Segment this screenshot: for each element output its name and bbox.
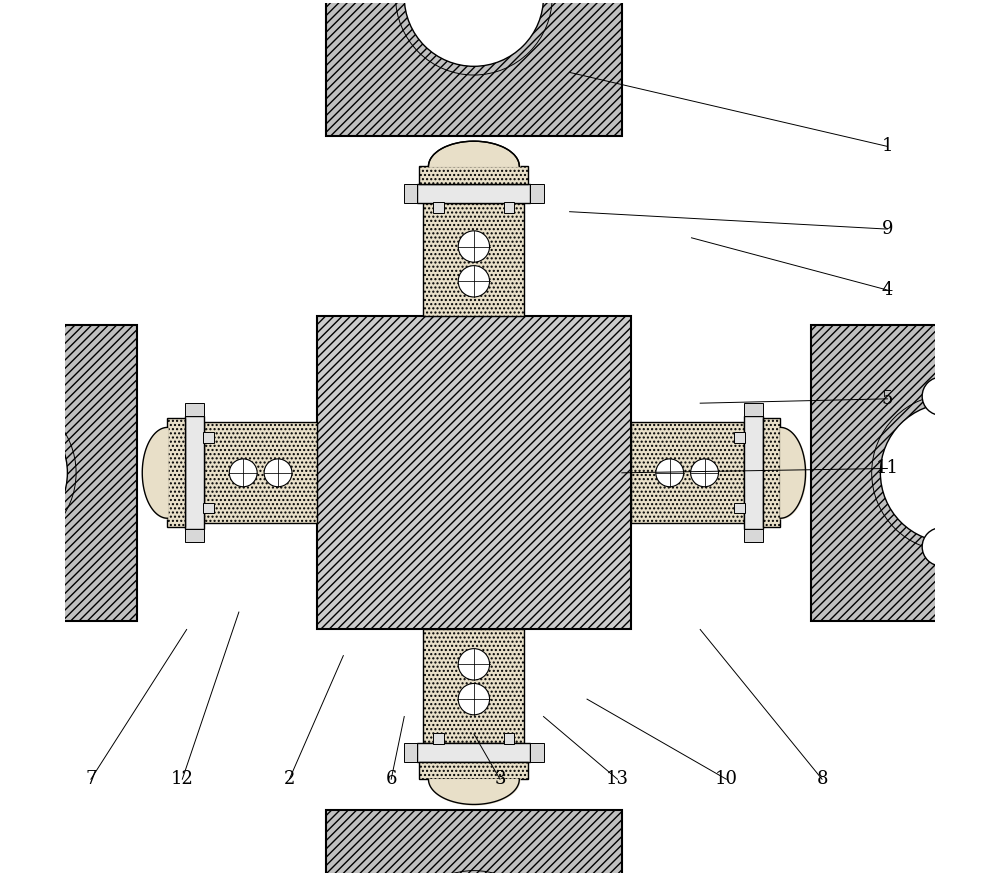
Bar	[419, 166, 528, 184]
Text: 13: 13	[606, 770, 629, 788]
Text: 1: 1	[882, 138, 893, 155]
Bar	[326, 0, 622, 136]
Circle shape	[880, 403, 1000, 542]
Text: 6: 6	[385, 770, 397, 788]
Bar	[185, 403, 204, 416]
Bar	[203, 432, 214, 442]
Bar	[203, 503, 214, 513]
Text: 10: 10	[715, 770, 738, 788]
Bar	[530, 184, 544, 203]
Bar	[417, 743, 530, 762]
Circle shape	[691, 459, 718, 487]
Text: 5: 5	[882, 390, 893, 408]
Text: 12: 12	[171, 770, 194, 788]
Bar	[326, 809, 622, 876]
Bar	[404, 743, 417, 762]
Text: 7: 7	[85, 770, 97, 788]
Bar	[744, 529, 763, 542]
Bar	[317, 316, 631, 630]
Bar	[504, 202, 514, 213]
Bar	[419, 762, 528, 780]
Circle shape	[229, 459, 257, 487]
Bar	[504, 733, 514, 744]
Bar	[167, 419, 185, 527]
Text: 4: 4	[882, 281, 893, 299]
Text: 3: 3	[494, 770, 506, 788]
Circle shape	[458, 265, 490, 297]
Circle shape	[264, 459, 292, 487]
Bar	[433, 202, 444, 213]
Circle shape	[404, 0, 544, 67]
Circle shape	[922, 377, 960, 415]
Bar	[185, 416, 204, 529]
Bar	[811, 325, 1000, 621]
Text: 8: 8	[816, 770, 828, 788]
Bar	[530, 743, 544, 762]
Bar	[417, 184, 530, 203]
Bar	[744, 416, 763, 529]
Circle shape	[922, 527, 960, 566]
Bar	[433, 733, 444, 744]
Circle shape	[458, 683, 490, 715]
Text: 11: 11	[876, 460, 899, 477]
Bar	[423, 203, 524, 316]
Bar	[744, 403, 763, 416]
Bar	[185, 529, 204, 542]
Text: 9: 9	[882, 220, 893, 238]
Bar	[734, 503, 745, 513]
Circle shape	[458, 648, 490, 680]
Bar	[0, 325, 137, 621]
Bar	[204, 422, 317, 523]
Circle shape	[0, 530, 26, 569]
Circle shape	[656, 459, 684, 487]
Bar	[734, 432, 745, 442]
Bar	[763, 419, 780, 527]
Bar	[631, 422, 744, 523]
Text: 2: 2	[284, 770, 295, 788]
Circle shape	[458, 231, 490, 262]
Circle shape	[0, 379, 26, 418]
Bar	[423, 630, 524, 743]
Circle shape	[0, 403, 67, 542]
Bar	[404, 184, 417, 203]
